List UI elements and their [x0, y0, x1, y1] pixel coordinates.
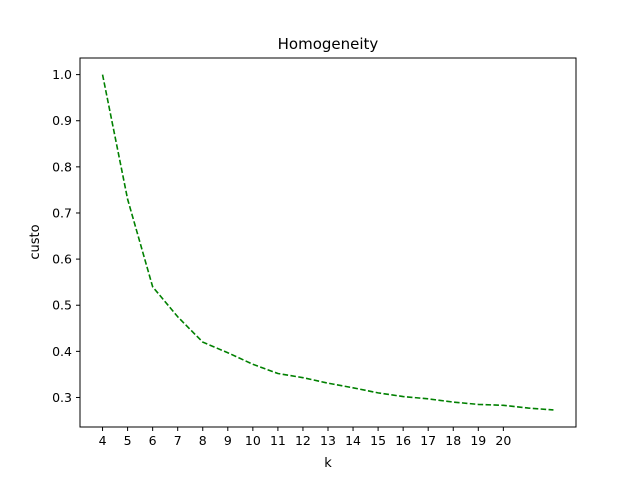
x-tick-label: 12: [295, 433, 311, 448]
y-tick-label: 0.3: [52, 390, 72, 405]
x-axis: 4 5 6 7 8 9 10 11 12 13 14 15 16 17 18 19 20: [99, 427, 511, 448]
x-tick-label: 16: [395, 433, 411, 448]
y-tick-label: 0.6: [52, 252, 72, 267]
x-tick-label: 5: [124, 433, 132, 448]
x-tick-label: 9: [224, 433, 232, 448]
x-tick-label: 13: [320, 433, 336, 448]
y-tick-label: 0.8: [52, 159, 72, 174]
x-tick-label: 4: [99, 433, 107, 448]
y-axis: 0.3 0.4 0.5 0.6 0.7 0.8 0.9 1.0: [52, 67, 80, 405]
y-axis-label: custo: [28, 224, 43, 259]
x-tick-label: 14: [345, 433, 361, 448]
y-tick-label: 0.7: [52, 205, 72, 220]
x-tick-label: 10: [245, 433, 261, 448]
x-tick-label: 7: [174, 433, 182, 448]
x-tick-label: 6: [149, 433, 157, 448]
chart-title: Homogeneity: [278, 35, 379, 53]
series-layer: [101, 74, 554, 411]
y-tick-label: 0.4: [52, 344, 72, 359]
x-tick-label: 15: [370, 433, 386, 448]
y-tick-label: 1.0: [52, 67, 72, 82]
x-axis-label: k: [324, 456, 332, 471]
y-tick-label: 0.9: [52, 113, 72, 128]
x-tick-label: 19: [470, 433, 486, 448]
series-line: [101, 74, 554, 411]
x-tick-label: 18: [445, 433, 461, 448]
x-tick-label: 11: [270, 433, 286, 448]
x-tick-label: 8: [199, 433, 207, 448]
x-tick-label: 20: [495, 433, 511, 448]
y-tick-label: 0.5: [52, 298, 72, 313]
x-tick-label: 17: [420, 433, 436, 448]
